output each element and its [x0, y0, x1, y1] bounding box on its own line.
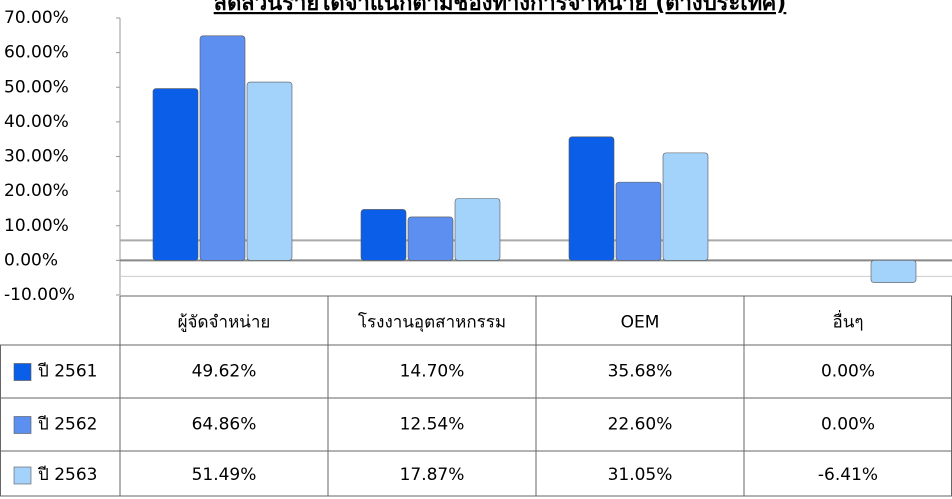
table-value: 31.05%	[608, 465, 673, 485]
y-tick-label: 60.00%	[4, 43, 69, 63]
legend-key	[13, 363, 32, 381]
y-tick-label: 20.00%	[4, 181, 69, 201]
legend-label: ปี 2562	[37, 415, 97, 435]
x-tick-label: อื่นๆ	[833, 310, 864, 333]
table-value: 35.68%	[608, 362, 673, 382]
bar	[454, 198, 501, 261]
table-value: 14.70%	[400, 362, 465, 382]
table-value: 51.49%	[192, 465, 257, 485]
bar	[568, 136, 615, 261]
table-value: 22.60%	[608, 415, 673, 435]
table-value: 0.00%	[821, 362, 875, 382]
bar	[407, 216, 454, 261]
table-value: 12.54%	[400, 415, 465, 435]
bar	[152, 88, 199, 261]
bar	[870, 260, 917, 283]
y-tick-label: -10.00%	[4, 285, 75, 305]
bar	[360, 209, 407, 261]
y-tick-label: 0.00%	[4, 250, 58, 270]
y-tick-label: 70.00%	[4, 8, 69, 28]
legend-key	[13, 466, 32, 485]
bar	[246, 81, 293, 261]
bar	[615, 181, 662, 261]
legend-key	[13, 416, 32, 434]
y-tick-label: 40.00%	[4, 112, 69, 132]
table-value: 0.00%	[821, 415, 875, 435]
y-tick-label: 50.00%	[4, 77, 69, 97]
y-tick-label: 10.00%	[4, 216, 69, 236]
table-value: 17.87%	[400, 465, 465, 485]
x-tick-label: ผู้จัดจำหน่าย	[178, 313, 271, 333]
bar	[199, 35, 246, 261]
x-tick-label: OEM	[621, 313, 660, 333]
table-value: -6.41%	[818, 465, 878, 485]
x-tick-label: โรงงานอุตสาหกรรม	[358, 312, 506, 333]
y-tick-label: 30.00%	[4, 147, 69, 167]
legend-label: ปี 2563	[37, 465, 97, 485]
table-value: 64.86%	[192, 415, 257, 435]
chart-title: สัดส่วนรายได้จำแนกตามช่องทางการจำหน่าย (…	[214, 0, 787, 16]
legend-label: ปี 2561	[37, 362, 97, 382]
bar	[662, 152, 709, 261]
table-value: 49.62%	[192, 362, 257, 382]
